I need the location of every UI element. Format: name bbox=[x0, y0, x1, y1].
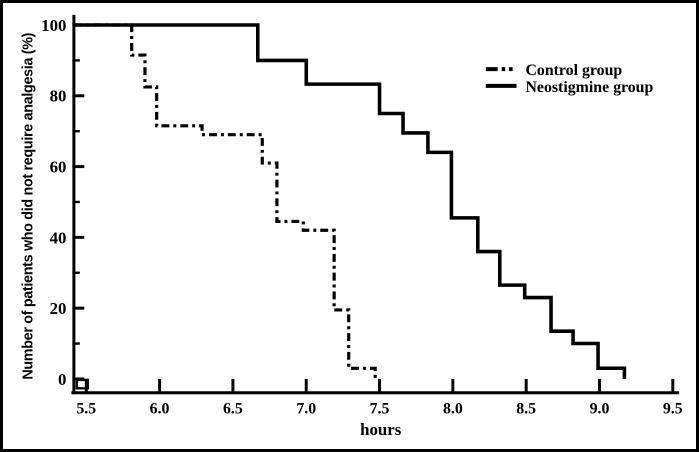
legend: Control group Neostigmine group bbox=[485, 62, 654, 96]
x-tick-label: 5.5 bbox=[76, 401, 96, 418]
legend-control-label: Control group bbox=[525, 62, 622, 79]
y-tick-label: 60 bbox=[50, 158, 67, 177]
y-tick-label: 40 bbox=[50, 228, 67, 247]
x-axis-ticks: 5.5 6.0 6.5 7.0 7.5 8.0 8.5 9.0 9.5 bbox=[76, 378, 683, 418]
y-tick-label: 0 bbox=[58, 370, 66, 389]
x-tick-label: 7.0 bbox=[296, 401, 316, 418]
x-tick-label: 9.0 bbox=[590, 401, 610, 418]
x-tick-label: 9.5 bbox=[663, 401, 683, 418]
y-axis-title: Number of patients who did not require a… bbox=[21, 32, 37, 379]
y-tick-label: 100 bbox=[41, 16, 66, 35]
survival-chart: 0 20 40 60 80 100 5.5 6.0 6.5 7.0 7.5 8.0 8.5 9.0 9.5… bbox=[21, 14, 683, 439]
x-axis-title: hours bbox=[360, 420, 402, 439]
x-tick-label: 6.0 bbox=[150, 401, 170, 418]
y-axis-ticks: 0 20 40 60 80 100 bbox=[41, 16, 85, 389]
control-group-curve bbox=[74, 23, 377, 379]
legend-neostigmine-label: Neostigmine group bbox=[525, 79, 653, 96]
y-tick-label: 80 bbox=[50, 87, 67, 106]
x-tick-label: 6.5 bbox=[223, 401, 243, 418]
x-tick-label: 7.5 bbox=[370, 401, 390, 418]
origin-square-marker bbox=[75, 378, 89, 390]
x-tick-label: 8.0 bbox=[443, 401, 463, 418]
x-tick-label: 8.5 bbox=[516, 401, 536, 418]
neostigmine-group-curve bbox=[74, 23, 627, 379]
y-tick-label: 20 bbox=[50, 299, 67, 318]
